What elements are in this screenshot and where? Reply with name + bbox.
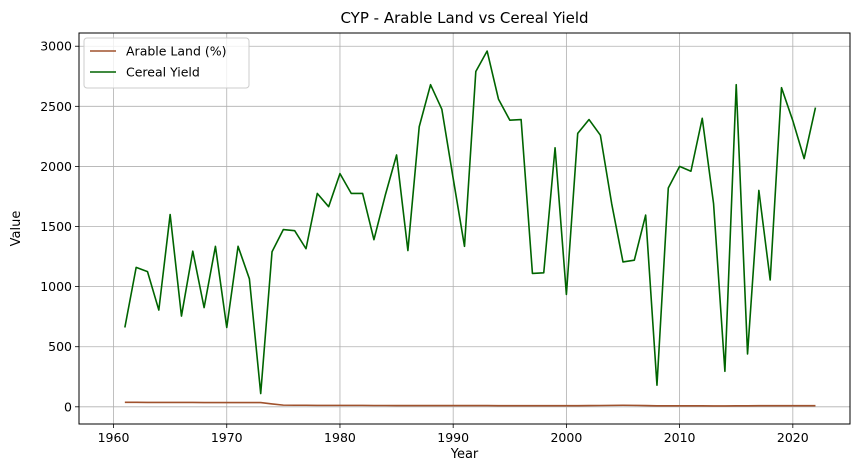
x-tick-label: 1970 [211,430,243,445]
legend-label-cereal-yield: Cereal Yield [126,65,200,80]
legend-label-arable-land: Arable Land (%) [126,44,227,59]
legend-box [83,37,250,89]
x-tick-label: 2010 [664,430,696,445]
ticks: 1960 1970 1980 1990 2000 2010 2020 0 500 1000 1500… [40,39,809,445]
x-tick-label: 1980 [324,430,356,445]
series-line-cereal-yield [124,50,817,395]
series-line-arable-land [124,401,816,407]
series-layer [124,50,817,407]
x-tick-label: 2000 [550,430,582,445]
x-tick-label: 2020 [777,430,809,445]
x-tick-label: 1990 [437,430,469,445]
legend: Arable Land (%) Cereal Yield [83,37,250,89]
y-tick-label: 3000 [40,39,72,54]
x-axis-label: Year [450,447,479,462]
y-axis-label: Value [9,211,24,247]
y-tick-label: 1500 [40,219,72,234]
y-tick-label: 500 [48,339,72,354]
y-tick-label: 1000 [40,279,72,294]
plot-frame [78,32,851,425]
grid [79,33,850,424]
y-tick-label: 0 [64,399,72,414]
x-tick-label: 1960 [98,430,130,445]
y-tick-label: 2500 [40,99,72,114]
chart-title: CYP - Arable Land vs Cereal Yield [340,9,588,27]
y-tick-label: 2000 [40,159,72,174]
